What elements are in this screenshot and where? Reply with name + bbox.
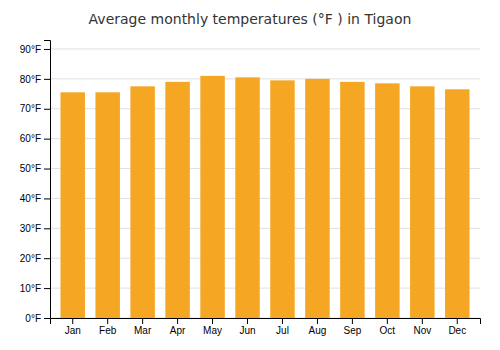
x-axis: Jan Feb Mar Apr May Jun Jul Aug Sep Oct Nov Dec	[51, 318, 481, 336]
tick-label: Jan	[65, 325, 81, 336]
tick-mark	[317, 318, 318, 324]
tick-label: Oct	[380, 325, 396, 336]
tick-label: Nov	[413, 325, 431, 336]
tick-label: Apr	[170, 325, 186, 336]
tick-label: 20°F	[20, 253, 41, 264]
tick: Aug	[309, 318, 327, 336]
tick: Jun	[239, 318, 255, 336]
tick: 40°F	[20, 193, 50, 204]
tick: 10°F	[20, 283, 50, 294]
bar	[200, 76, 224, 318]
tick: May	[203, 318, 222, 336]
tick: Sep	[343, 318, 361, 336]
tick: 0°F	[25, 313, 50, 324]
tick-mark	[44, 198, 50, 199]
tick: 20°F	[20, 253, 50, 264]
grid-line	[50, 78, 480, 79]
title: Average monthly temperatures (°F ) in Ti…	[89, 11, 412, 27]
tick: Dec	[448, 318, 466, 336]
tick-mark	[44, 258, 50, 259]
tick-label: Dec	[448, 325, 466, 336]
tick: Mar	[134, 318, 152, 336]
axis-line	[44, 41, 51, 319]
y-axis: 0°F 10°F 20°F 30°F 40°F 50°F 60°F 70°F 80°F 90°F	[20, 41, 51, 324]
tick-mark	[387, 318, 388, 324]
tick-label: Jun	[239, 325, 255, 336]
axis-line	[51, 319, 481, 325]
tick: 30°F	[20, 223, 50, 234]
bar	[60, 92, 84, 318]
bar	[95, 92, 119, 318]
chart: 0°F 10°F 20°F 30°F 40°F 50°F 60°F 70°F 80°F 90°F J…	[0, 0, 500, 350]
tick-label: 80°F	[20, 74, 41, 85]
tick-mark	[107, 318, 108, 324]
tick-mark	[44, 79, 50, 80]
tick-mark	[282, 318, 283, 324]
tick-mark	[177, 318, 178, 324]
plot: 0°F 10°F 20°F 30°F 40°F 50°F 60°F 70°F 80°F 90°F J…	[20, 41, 481, 337]
tick-label: Jul	[276, 325, 289, 336]
tick-mark	[44, 318, 50, 319]
tick-label: 40°F	[20, 193, 41, 204]
tick-label: Aug	[309, 325, 327, 336]
tick: Jan	[65, 318, 81, 336]
bar	[305, 79, 329, 318]
tick: 50°F	[20, 163, 50, 174]
tick-mark	[457, 318, 458, 324]
tick-mark	[422, 318, 423, 324]
tick-mark	[212, 318, 213, 324]
grid	[50, 49, 480, 318]
tick-mark	[44, 169, 50, 170]
tick-mark	[142, 318, 143, 324]
tick-label: 60°F	[20, 133, 41, 144]
tick-label: May	[203, 325, 222, 336]
tick: 60°F	[20, 133, 50, 144]
grid-line	[50, 48, 480, 49]
tick-label: 90°F	[20, 44, 41, 55]
tick: 70°F	[20, 103, 50, 114]
tick: 90°F	[20, 44, 50, 55]
bar	[445, 89, 469, 318]
tick-label: Sep	[343, 325, 361, 336]
tick-mark	[72, 318, 73, 324]
tick-mark	[44, 288, 50, 289]
tick-mark	[44, 109, 50, 110]
tick-label: 50°F	[20, 163, 41, 174]
tick-label: 0°F	[25, 313, 41, 324]
tick: 80°F	[20, 74, 50, 85]
bar	[270, 80, 294, 318]
bar	[165, 82, 189, 318]
tick-label: 30°F	[20, 223, 41, 234]
tick-mark	[352, 318, 353, 324]
tick-label: 70°F	[20, 103, 41, 114]
bar	[410, 86, 434, 318]
tick: Apr	[170, 318, 186, 336]
tick: Feb	[99, 318, 117, 336]
tick-mark	[44, 49, 50, 50]
tick-mark	[247, 318, 248, 324]
tick: Oct	[380, 318, 396, 336]
tick-mark	[44, 139, 50, 140]
tick-label: Mar	[134, 325, 152, 336]
bar	[375, 83, 399, 318]
tick: Jul	[276, 318, 289, 336]
bar	[235, 77, 259, 318]
bar	[130, 86, 154, 318]
bar	[340, 82, 364, 318]
bars	[60, 76, 469, 318]
tick-mark	[44, 228, 50, 229]
tick-label: Feb	[99, 325, 117, 336]
tick: Nov	[413, 318, 431, 336]
tick-label: 10°F	[20, 283, 41, 294]
